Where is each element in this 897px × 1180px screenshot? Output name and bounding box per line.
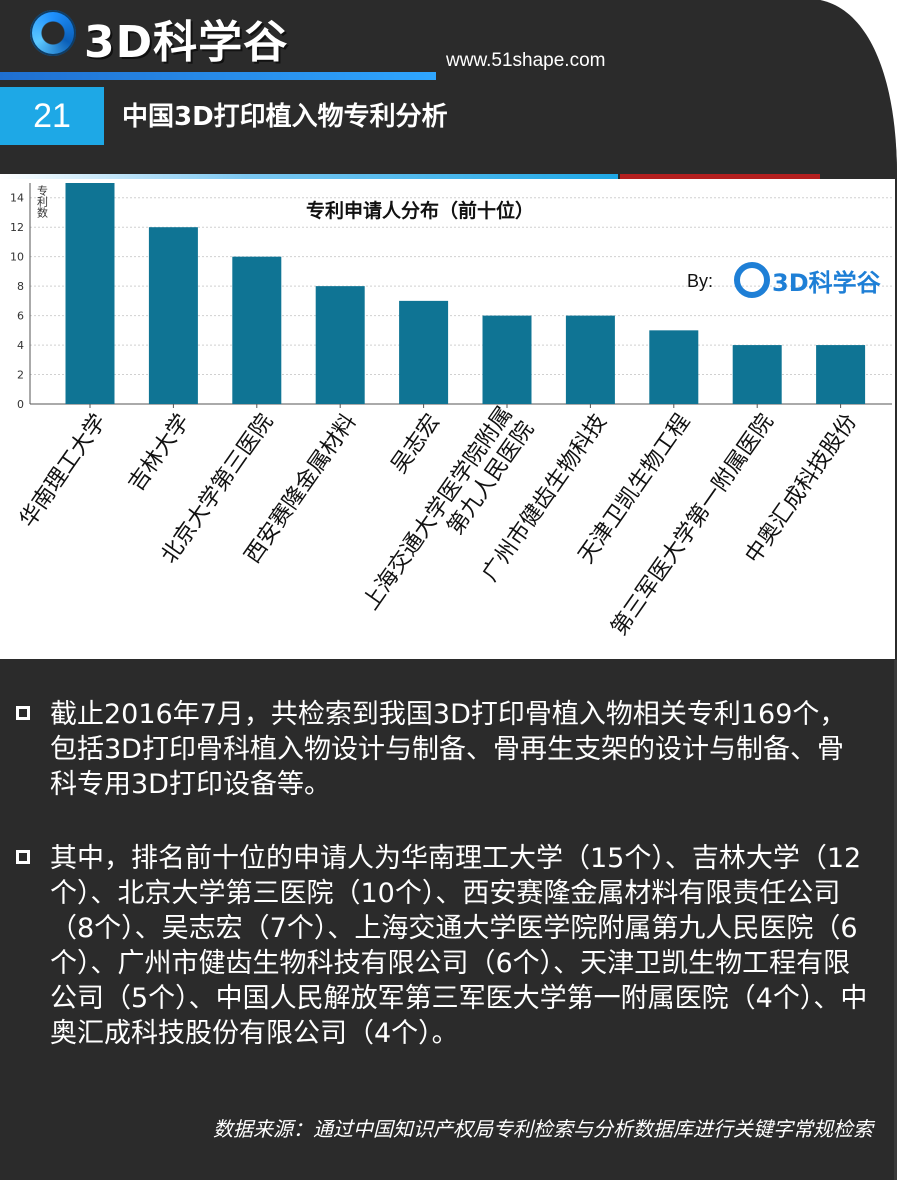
y-tick-label: 12	[10, 221, 24, 234]
x-tick-label: 第三军医大学第一附属医院	[607, 410, 779, 641]
header-accent-bar	[0, 72, 436, 80]
section-number: 21	[0, 87, 104, 145]
y-tick-label: 0	[17, 398, 24, 411]
bullet-square-icon	[16, 850, 30, 864]
watermark-logo-icon	[734, 262, 770, 298]
watermark-logo-text: 3D科学谷	[772, 269, 882, 297]
paragraph-2: 其中，排名前十位的申请人为华南理工大学（15个）、吉林大学（12个）、北京大学第…	[50, 843, 868, 1049]
separator-blue	[0, 174, 618, 179]
brand-logo-icon	[30, 10, 76, 56]
right-edge-shadow	[894, 660, 897, 1180]
x-tick-label-line: 华南理工大学	[15, 410, 111, 532]
bar	[816, 345, 866, 404]
brand-logo-text: 3D科学谷	[84, 17, 289, 68]
x-tick-label-line: 吉林大学	[124, 410, 195, 496]
y-axis-label: 专利数	[36, 184, 49, 219]
y-tick-label: 10	[10, 251, 24, 264]
watermark-prefix: By:	[687, 271, 713, 291]
bar	[399, 300, 449, 404]
chart-title: 专利申请人分布（前十位）	[306, 199, 534, 222]
x-tick-label: 华南理工大学	[15, 410, 111, 532]
y-tick-label: 4	[17, 339, 24, 352]
bar	[565, 315, 615, 404]
bar	[315, 286, 365, 404]
x-tick-label-line: 吴志宏	[387, 410, 445, 478]
separator-red	[620, 174, 897, 179]
header: 3D科学谷 www.51shape.com 21 中国3D打印植入物专利分析	[0, 0, 897, 180]
chart-panel: 0 2 4 6 8 10 12 14 专利数 专利申请人分布（前十位） By: 3D科学谷华南理工大学…	[0, 179, 895, 659]
source-note: 数据来源：通过中国知识产权局专利检索与分析数据库进行关键字常规检索	[213, 1117, 873, 1141]
bullet-square-icon	[16, 706, 30, 720]
bar	[65, 183, 115, 404]
y-tick-label: 6	[17, 310, 24, 323]
x-tick-label: 吉林大学	[124, 410, 195, 496]
bar	[649, 330, 699, 404]
y-tick-label: 14	[10, 192, 24, 205]
bar	[232, 256, 282, 404]
bar	[732, 345, 782, 404]
paragraph-1: 截止2016年7月，共检索到我国3D打印骨植入物相关专利169个，包括3D打印骨…	[50, 699, 847, 800]
header-corner-shape	[820, 0, 897, 180]
site-url[interactable]: www.51shape.com	[446, 50, 606, 71]
x-tick-label-line: 第三军医大学第一附属医院	[607, 410, 779, 641]
section-title: 中国3D打印植入物专利分析	[122, 102, 448, 132]
x-tick-label: 吴志宏	[387, 410, 445, 478]
bar-chart: 0 2 4 6 8 10 12 14 专利数 专利申请人分布（前十位） By: 3D科学谷华南理工大学…	[10, 183, 892, 641]
y-tick-label: 8	[17, 280, 24, 293]
y-tick-label: 2	[17, 369, 24, 382]
bar	[482, 315, 532, 404]
bar	[148, 227, 198, 404]
x-tick-label: 上海交通大学医学院附属第九人民医院	[359, 402, 540, 615]
